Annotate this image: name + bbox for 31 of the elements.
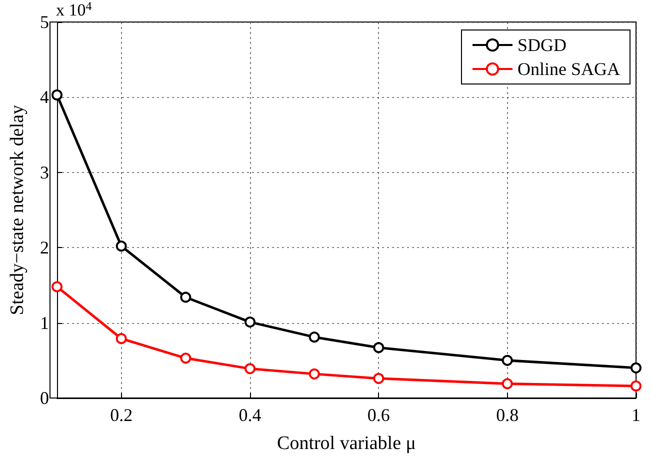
x-tick-label: 0.2 bbox=[110, 405, 133, 425]
point bbox=[244, 316, 256, 328]
point bbox=[180, 292, 192, 303]
y-tick-label: 5 bbox=[40, 12, 49, 32]
point bbox=[244, 363, 256, 374]
y-axis-title: Steady−state network delay bbox=[7, 104, 28, 316]
point bbox=[630, 362, 642, 374]
point bbox=[308, 368, 320, 380]
point bbox=[52, 89, 62, 100]
y-tick-label: 3 bbox=[40, 162, 49, 182]
x-tick-label: 1 bbox=[632, 405, 640, 425]
y-tick-label: 4 bbox=[40, 87, 49, 108]
x-tick-label: 0.4 bbox=[238, 405, 262, 425]
y-tick-label: 2 bbox=[40, 238, 49, 258]
point bbox=[308, 332, 320, 343]
point bbox=[52, 281, 62, 292]
point bbox=[502, 378, 513, 390]
x-tick-label: 0.6 bbox=[367, 405, 390, 425]
x-tick-label: 0.8 bbox=[496, 405, 519, 425]
point bbox=[373, 342, 384, 354]
y-tick-label: 1 bbox=[40, 312, 49, 333]
point bbox=[630, 380, 642, 392]
point bbox=[116, 240, 127, 252]
x-axis-title: Control variable μ bbox=[277, 433, 416, 454]
point bbox=[180, 352, 192, 364]
point bbox=[373, 372, 384, 384]
legend-label: SDGD bbox=[518, 35, 567, 55]
y-tick-label: 0 bbox=[40, 388, 49, 408]
point bbox=[116, 333, 127, 344]
legend-label: Online SAGA bbox=[518, 59, 620, 79]
point bbox=[502, 354, 513, 366]
